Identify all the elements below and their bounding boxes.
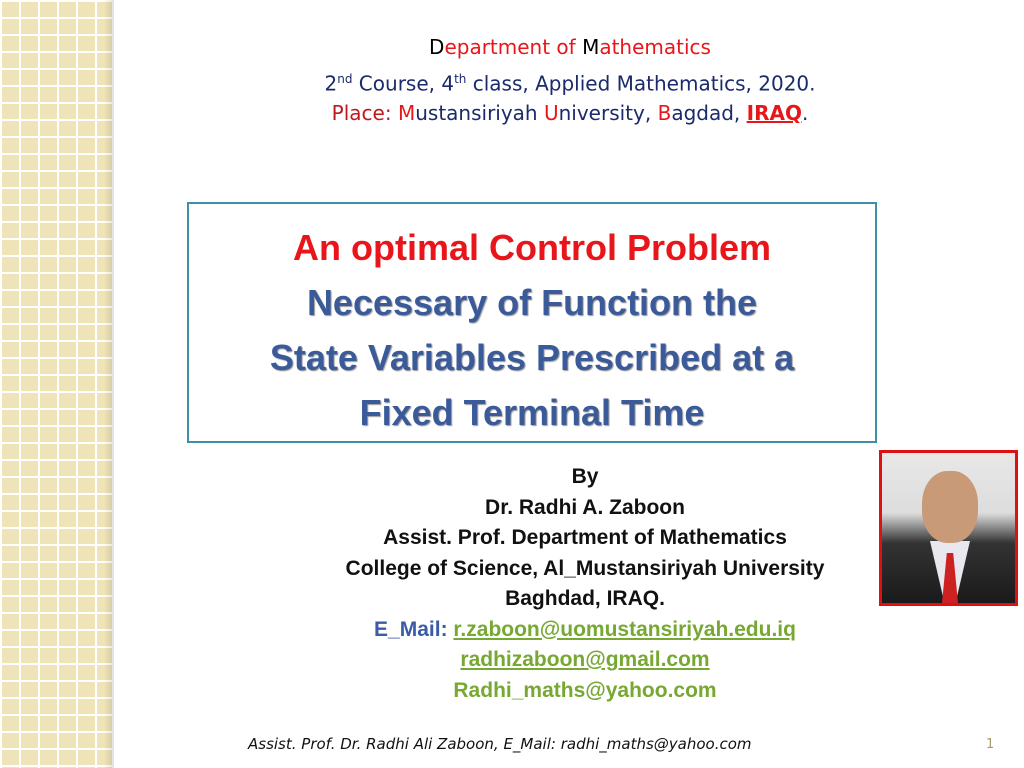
text: Place: bbox=[331, 101, 398, 125]
author-name: Dr. Radhi A. Zaboon bbox=[485, 495, 685, 519]
email-label: E_Mail: bbox=[374, 617, 448, 641]
author-block: By Dr. Radhi A. Zaboon Assist. Prof. Dep… bbox=[280, 462, 890, 706]
sidebar-shadow bbox=[104, 0, 114, 768]
author-photo bbox=[879, 450, 1018, 606]
text: 2 bbox=[324, 71, 338, 96]
by-label: By bbox=[571, 465, 599, 488]
letter: M bbox=[582, 35, 600, 59]
text: class, Applied Mathematics, 2020. bbox=[466, 71, 816, 96]
decorative-sidebar bbox=[0, 0, 112, 768]
author-position: Assist. Prof. Department of Mathematics bbox=[383, 526, 787, 549]
email-link[interactable]: r.zaboon@uomustansiriyah.edu.iq bbox=[453, 617, 796, 641]
page-number: 1 bbox=[986, 737, 995, 752]
text: Course, 4 bbox=[352, 71, 455, 96]
letter: B bbox=[657, 101, 672, 125]
text: niversity, bbox=[558, 101, 658, 125]
letter: M bbox=[397, 101, 416, 125]
author-city: Baghdad, IRAQ. bbox=[505, 587, 665, 610]
email-text: Radhi_maths@yahoo.com bbox=[453, 678, 717, 702]
text: agdad, bbox=[671, 101, 747, 125]
subtitle-line: Fixed Terminal Time bbox=[359, 392, 705, 433]
photo-tie bbox=[942, 553, 958, 603]
footer-text: Assist. Prof. Dr. Radhi Ali Zaboon, E_Ma… bbox=[248, 735, 752, 753]
department-line: Department of Mathematics bbox=[240, 31, 900, 63]
text: epartment of bbox=[444, 35, 583, 59]
subtitle-line: State Variables Prescribed at a bbox=[269, 337, 795, 378]
author-college: College of Science, Al_Mustansiriyah Uni… bbox=[345, 556, 825, 580]
title-box: An optimal Control Problem Necessary of … bbox=[187, 202, 877, 443]
email-link[interactable]: radhizaboon@gmail.com bbox=[460, 648, 710, 671]
sup: th bbox=[454, 72, 467, 86]
course-line: 2nd Course, 4th class, Applied Mathemati… bbox=[240, 63, 900, 100]
text: IRAQ bbox=[746, 101, 802, 125]
text: athematics bbox=[599, 35, 711, 59]
place-line: Place: Mustansiriyah University, Bagdad,… bbox=[240, 97, 900, 129]
letter: U bbox=[543, 101, 559, 125]
text: . bbox=[801, 101, 809, 125]
text: ustansiriyah bbox=[415, 101, 544, 125]
photo-face bbox=[922, 471, 978, 543]
sup: nd bbox=[337, 72, 353, 86]
letter: D bbox=[429, 35, 445, 59]
subtitle-line: Necessary of Function the bbox=[306, 282, 758, 323]
title-line: An optimal Control Problem bbox=[292, 227, 771, 268]
